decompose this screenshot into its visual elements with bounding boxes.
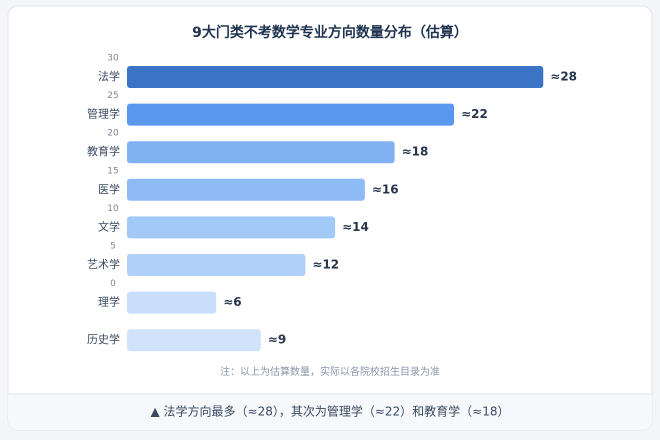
category-label: 管理学 (87, 107, 120, 121)
category-label: 艺术学 (87, 257, 120, 271)
axis-tick-label: 30 (107, 54, 119, 64)
axis-tick-label: 10 (107, 204, 119, 214)
bar (127, 178, 365, 201)
footer: ▲ 法学方向最多（≈28），其次为管理学（≈22）和教育学（≈18） (150, 404, 509, 419)
value-label: ≈16 (372, 182, 399, 196)
value-label: ≈9 (268, 333, 286, 347)
axis-tick-label: 15 (107, 166, 118, 176)
note: 注：以上为估算数量，实际以各院校招生目录为准 (220, 365, 440, 378)
bar (127, 141, 395, 164)
value-label: ≈18 (402, 145, 429, 159)
bar (127, 216, 336, 239)
category-label: 文学 (98, 219, 120, 233)
category-label: 历史学 (87, 332, 120, 346)
footer-bg (8, 394, 652, 430)
value-label: ≈6 (223, 295, 241, 309)
value-label: ≈12 (312, 258, 339, 272)
category-label: 教育学 (87, 144, 120, 158)
bar (127, 291, 217, 314)
bar (127, 329, 261, 352)
axis-tick-label: 0 (110, 279, 116, 289)
value-label: ≈22 (461, 107, 488, 121)
category-label: 医学 (98, 182, 120, 196)
bar (127, 254, 306, 276)
bar (127, 103, 455, 126)
category-label: 法学 (98, 69, 120, 83)
category-label: 理学 (98, 295, 120, 309)
axis-tick-label: 20 (107, 129, 119, 139)
axis-tick-label: 5 (110, 242, 116, 252)
value-label: ≈14 (342, 220, 369, 234)
axis-tick-label: 25 (107, 91, 118, 101)
chart-title: 9大门类不考数学专业方向数量分布（估算） (192, 24, 468, 41)
bar (127, 66, 544, 88)
value-label: ≈28 (550, 70, 577, 84)
